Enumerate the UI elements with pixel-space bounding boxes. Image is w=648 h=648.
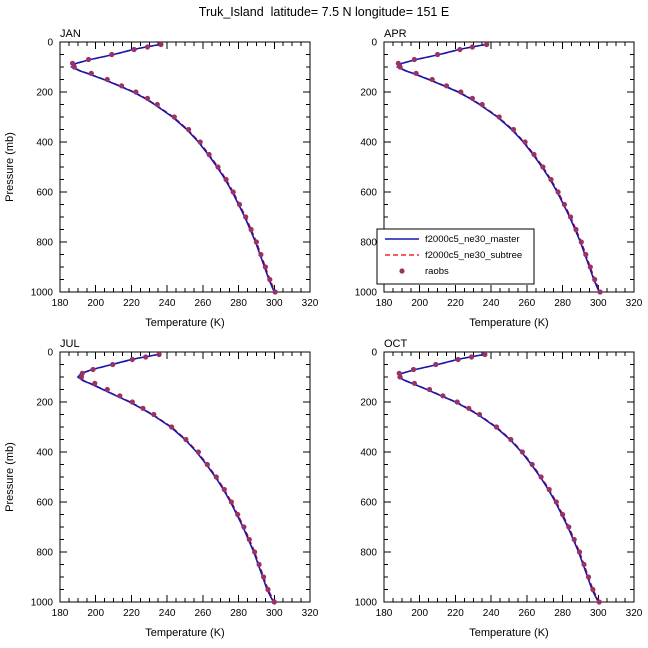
svg-text:200: 200 bbox=[411, 298, 428, 309]
svg-text:200: 200 bbox=[36, 398, 53, 409]
svg-text:1000: 1000 bbox=[355, 288, 378, 299]
svg-text:600: 600 bbox=[360, 498, 377, 509]
svg-text:400: 400 bbox=[360, 448, 377, 459]
svg-text:400: 400 bbox=[36, 448, 53, 459]
svg-text:f2000c5_ne30_subtree: f2000c5_ne30_subtree bbox=[425, 250, 522, 261]
svg-text:400: 400 bbox=[36, 138, 53, 149]
svg-text:f2000c5_ne30_master: f2000c5_ne30_master bbox=[425, 234, 520, 245]
svg-text:280: 280 bbox=[230, 608, 247, 619]
svg-text:Temperature (K): Temperature (K) bbox=[469, 317, 548, 329]
svg-text:260: 260 bbox=[519, 298, 536, 309]
svg-text:180: 180 bbox=[376, 298, 393, 309]
svg-text:APR: APR bbox=[384, 28, 407, 40]
svg-text:180: 180 bbox=[376, 608, 393, 619]
raobs-points bbox=[69, 41, 278, 295]
panel-labels: JUL Temperature (K) Pressure (mb) bbox=[4, 338, 225, 639]
svg-text:300: 300 bbox=[590, 298, 607, 309]
raobs-points bbox=[78, 351, 277, 605]
svg-text:240: 240 bbox=[159, 298, 176, 309]
chart-panel-oct: 180 200 220 240 260 280 300 320 0 200 400 600 800 100… bbox=[355, 338, 643, 639]
svg-text:800: 800 bbox=[36, 548, 53, 559]
series-subtree-line bbox=[71, 43, 276, 293]
panel-labels: OCT Temperature (K) bbox=[384, 338, 549, 639]
svg-text:0: 0 bbox=[47, 348, 53, 359]
raobs-points bbox=[396, 351, 602, 605]
svg-text:220: 220 bbox=[123, 608, 140, 619]
svg-text:600: 600 bbox=[36, 188, 53, 199]
chart-panel-jan: 180 200 220 240 260 280 300 320 0 200 400 600 800 100… bbox=[4, 28, 319, 329]
panels-grid: 180 200 220 240 260 280 300 320 0 200 400 600 800 100… bbox=[0, 26, 648, 646]
plot-frame: 180 200 220 240 260 280 300 320 0 200 400 600 800 100… bbox=[355, 348, 643, 620]
svg-text:320: 320 bbox=[626, 298, 643, 309]
svg-text:240: 240 bbox=[483, 298, 500, 309]
svg-text:180: 180 bbox=[52, 608, 69, 619]
svg-text:0: 0 bbox=[371, 38, 377, 49]
svg-text:JAN: JAN bbox=[60, 28, 81, 40]
plot-frame: 180 200 220 240 260 280 300 320 0 200 400 600 800 100… bbox=[31, 38, 319, 310]
svg-text:600: 600 bbox=[36, 498, 53, 509]
svg-text:JUL: JUL bbox=[60, 338, 80, 350]
svg-text:200: 200 bbox=[87, 298, 104, 309]
figure-title: Truk_Island latitude= 7.5 N longitude= 1… bbox=[198, 5, 450, 19]
svg-text:280: 280 bbox=[554, 298, 571, 309]
svg-text:280: 280 bbox=[230, 298, 247, 309]
svg-text:240: 240 bbox=[483, 608, 500, 619]
svg-text:220: 220 bbox=[447, 298, 464, 309]
svg-text:raobs: raobs bbox=[425, 266, 449, 277]
svg-text:Pressure (mb): Pressure (mb) bbox=[4, 132, 16, 202]
svg-text:300: 300 bbox=[266, 298, 283, 309]
svg-text:300: 300 bbox=[266, 608, 283, 619]
svg-text:220: 220 bbox=[123, 298, 140, 309]
plot-frame: 180 200 220 240 260 280 300 320 0 200 400 600 800 100… bbox=[355, 38, 643, 310]
svg-text:1000: 1000 bbox=[31, 598, 54, 609]
svg-text:800: 800 bbox=[360, 548, 377, 559]
svg-text:200: 200 bbox=[360, 88, 377, 99]
svg-text:Temperature (K): Temperature (K) bbox=[145, 627, 224, 639]
svg-text:260: 260 bbox=[195, 298, 212, 309]
svg-text:600: 600 bbox=[360, 188, 377, 199]
svg-text:OCT: OCT bbox=[384, 338, 408, 350]
svg-text:280: 280 bbox=[554, 608, 571, 619]
panel-labels: JAN Temperature (K) Pressure (mb) bbox=[4, 28, 225, 329]
raobs-points bbox=[395, 41, 603, 295]
svg-text:800: 800 bbox=[360, 238, 377, 249]
legend-box: f2000c5_ne30_master f2000c5_ne30_subtreer… bbox=[376, 228, 535, 285]
svg-text:200: 200 bbox=[360, 398, 377, 409]
svg-text:300: 300 bbox=[590, 608, 607, 619]
svg-text:Temperature (K): Temperature (K) bbox=[469, 627, 548, 639]
svg-text:Temperature (K): Temperature (K) bbox=[145, 317, 224, 329]
svg-text:320: 320 bbox=[626, 608, 643, 619]
svg-text:0: 0 bbox=[371, 348, 377, 359]
svg-text:200: 200 bbox=[36, 88, 53, 99]
svg-text:320: 320 bbox=[302, 608, 319, 619]
svg-text:200: 200 bbox=[411, 608, 428, 619]
svg-text:1000: 1000 bbox=[355, 598, 378, 609]
chart-panel-apr: 180 200 220 240 260 280 300 320 0 200 400 600 800 100… bbox=[355, 28, 643, 329]
svg-text:260: 260 bbox=[195, 608, 212, 619]
svg-text:220: 220 bbox=[447, 608, 464, 619]
svg-text:180: 180 bbox=[52, 298, 69, 309]
svg-text:260: 260 bbox=[519, 608, 536, 619]
svg-text:800: 800 bbox=[36, 238, 53, 249]
svg-text:400: 400 bbox=[360, 138, 377, 149]
panel-labels: APR Temperature (K) bbox=[384, 28, 549, 329]
svg-text:240: 240 bbox=[159, 608, 176, 619]
svg-text:0: 0 bbox=[47, 38, 53, 49]
svg-text:200: 200 bbox=[87, 608, 104, 619]
svg-text:320: 320 bbox=[302, 298, 319, 309]
series-master-line bbox=[70, 43, 276, 293]
plot-frame: 180 200 220 240 260 280 300 320 0 200 400 600 800 100… bbox=[31, 348, 319, 620]
chart-panel-jul: 180 200 220 240 260 280 300 320 0 200 400 600 800 100… bbox=[4, 338, 319, 639]
svg-text:Pressure (mb): Pressure (mb) bbox=[4, 442, 16, 512]
svg-text:1000: 1000 bbox=[31, 288, 54, 299]
